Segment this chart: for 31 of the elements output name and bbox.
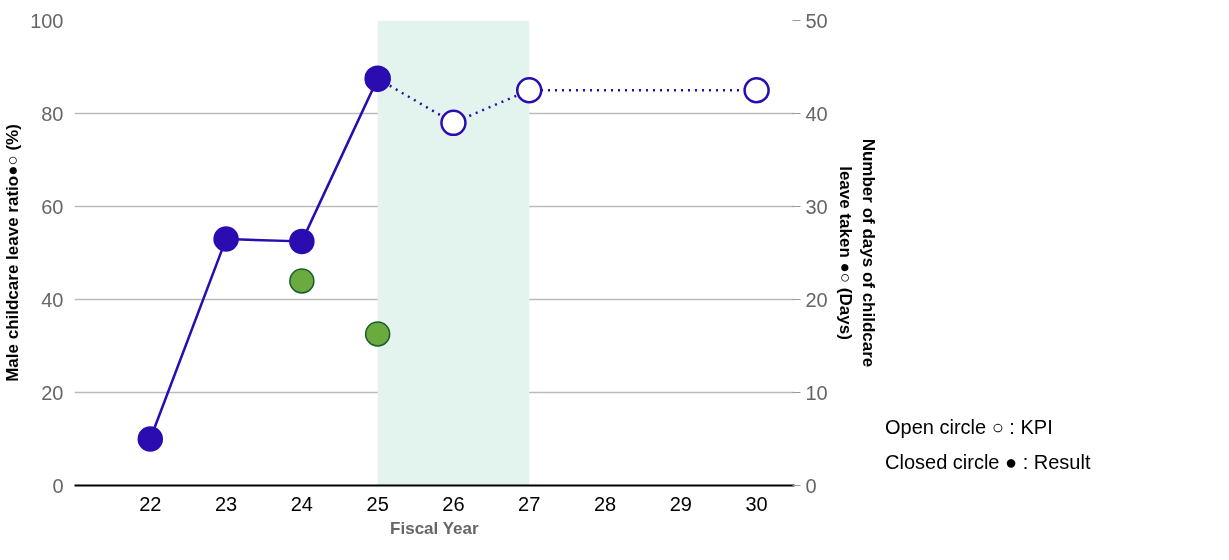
x-tick-label: 28	[593, 492, 617, 515]
y2-tick-label: 40	[805, 102, 828, 125]
y2-tick-label: 20	[805, 288, 828, 311]
y-tick-label: 80	[41, 102, 64, 125]
x-tick-label: 23	[214, 492, 238, 515]
y-tick-label: 20	[41, 381, 64, 404]
x-tick-label: 24	[290, 492, 313, 515]
x-tick-label: 26	[442, 492, 465, 515]
x-tick-label: 30	[745, 492, 768, 515]
point	[440, 109, 467, 137]
y2-tick-label: 0	[805, 474, 817, 497]
y2-tick-label: 10	[805, 381, 828, 404]
point	[213, 226, 239, 252]
x-tick-label: 27	[518, 492, 541, 515]
point	[515, 77, 543, 104]
y2-axis-title: Number of days of childcare leave taken ●○ (Days)	[835, 138, 878, 368]
text: Closed circle ● : Result	[885, 451, 1091, 473]
y-tick-label: 60	[41, 195, 64, 218]
y-axis-title: Male childcare leave ratio●○ (%)	[3, 124, 23, 382]
x-axis-title: Fiscal Year	[390, 518, 479, 538]
y-tick-label: 40	[41, 288, 64, 311]
x-tick-label: 22	[139, 492, 162, 515]
point	[289, 228, 315, 255]
x-tick-label: 25	[366, 492, 389, 515]
y2-tick-label: 50	[805, 9, 828, 32]
text: Open circle ○ : KPI	[885, 416, 1053, 438]
y-tick-label: 0	[52, 474, 64, 497]
point	[137, 426, 164, 452]
y-tick-label: 100	[30, 9, 64, 32]
x-tick-label: 29	[669, 492, 692, 515]
y2-tick-label: 30	[805, 195, 828, 218]
